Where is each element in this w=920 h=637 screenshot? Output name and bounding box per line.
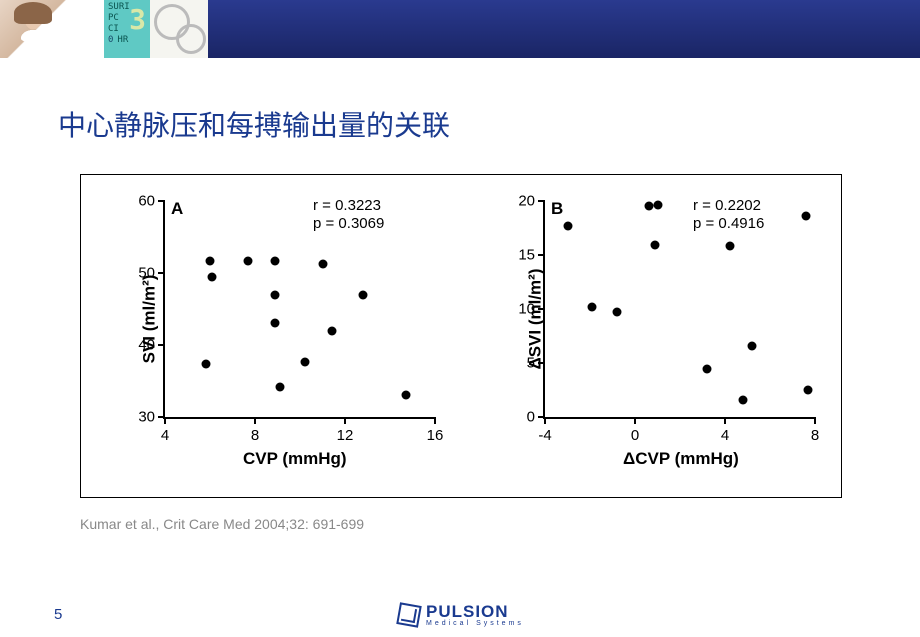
x-tick-label: 0 <box>631 427 639 444</box>
logo-main-text: PULSION <box>426 603 524 620</box>
data-point <box>703 365 712 374</box>
data-point <box>271 290 280 299</box>
x-tick-label: -4 <box>538 427 551 444</box>
x-tick-label: 4 <box>161 427 169 444</box>
x-axis-title-b: ΔCVP (mmHg) <box>623 449 739 469</box>
data-point <box>300 358 309 367</box>
x-tick-mark <box>344 417 346 424</box>
rings-graphic <box>150 0 208 58</box>
stat-p-b: p = 0.4916 <box>693 215 764 232</box>
data-point <box>401 391 410 400</box>
data-point <box>802 212 811 221</box>
y-axis-title-a: SVI (ml/m²) <box>139 275 159 364</box>
y-tick-label: 30 <box>135 409 155 426</box>
x-tick-label: 4 <box>721 427 729 444</box>
stat-r-a: r = 0.3223 <box>313 197 381 214</box>
x-tick-mark <box>544 417 546 424</box>
logo-icon <box>396 602 421 627</box>
data-point <box>327 327 336 336</box>
x-tick-mark <box>724 417 726 424</box>
monitor-big-number: 3 <box>129 14 146 25</box>
monitor-graphic: SURI PC CI 0HR 3 <box>104 0 150 58</box>
x-tick-mark <box>434 417 436 424</box>
data-point <box>275 382 284 391</box>
data-point <box>359 290 368 299</box>
data-point <box>206 257 215 266</box>
data-point <box>644 202 653 211</box>
x-tick-mark <box>254 417 256 424</box>
x-tick-mark <box>814 417 816 424</box>
data-point <box>271 318 280 327</box>
y-tick-label: 60 <box>135 193 155 210</box>
plot-area-a: 30405060481216 <box>163 201 435 419</box>
x-tick-label: 16 <box>427 427 444 444</box>
chart-frame: 30405060481216 SVI (ml/m²) CVP (mmHg) A … <box>80 174 842 498</box>
data-point <box>739 395 748 404</box>
data-point <box>725 242 734 251</box>
footer-logo: PULSION Medical Systems <box>398 603 524 627</box>
person-photo <box>0 0 104 58</box>
stat-p-a: p = 0.3069 <box>313 215 384 232</box>
y-tick-label: 0 <box>515 409 535 426</box>
panel-label-a: A <box>171 199 183 219</box>
x-tick-label: 8 <box>251 427 259 444</box>
x-axis-title-a: CVP (mmHg) <box>243 449 347 469</box>
y-tick-label: 15 <box>515 247 535 264</box>
x-tick-label: 8 <box>811 427 819 444</box>
data-point <box>748 341 757 350</box>
y-axis-title-b: ΔSVI (ml/m²) <box>526 268 546 369</box>
slide-title: 中心静脉压和每搏输出量的关联 <box>58 104 450 144</box>
stat-r-b: r = 0.2202 <box>693 197 761 214</box>
y-tick-label: 20 <box>515 193 535 210</box>
x-tick-label: 12 <box>337 427 354 444</box>
monitor-line: HR <box>117 35 128 46</box>
data-point <box>271 257 280 266</box>
plot-area-b: 05101520-4048 <box>543 201 815 419</box>
data-point <box>653 201 662 210</box>
monitor-zero: 0 <box>108 35 113 46</box>
page-number: 5 <box>54 606 62 623</box>
data-point <box>318 260 327 269</box>
y-tick-mark <box>538 200 545 202</box>
data-point <box>651 241 660 250</box>
data-point <box>588 302 597 311</box>
data-point <box>804 386 813 395</box>
data-point <box>613 308 622 317</box>
header-left-images: SURI PC CI 0HR 3 <box>0 0 208 58</box>
x-tick-mark <box>164 417 166 424</box>
data-point <box>244 257 253 266</box>
data-point <box>208 273 217 282</box>
logo-sub-text: Medical Systems <box>426 620 524 627</box>
panel-label-b: B <box>551 199 563 219</box>
y-tick-mark <box>158 200 165 202</box>
citation: Kumar et al., Crit Care Med 2004;32: 691… <box>80 516 364 532</box>
x-tick-mark <box>634 417 636 424</box>
data-point <box>563 221 572 230</box>
y-tick-mark <box>538 254 545 256</box>
data-point <box>201 360 210 369</box>
